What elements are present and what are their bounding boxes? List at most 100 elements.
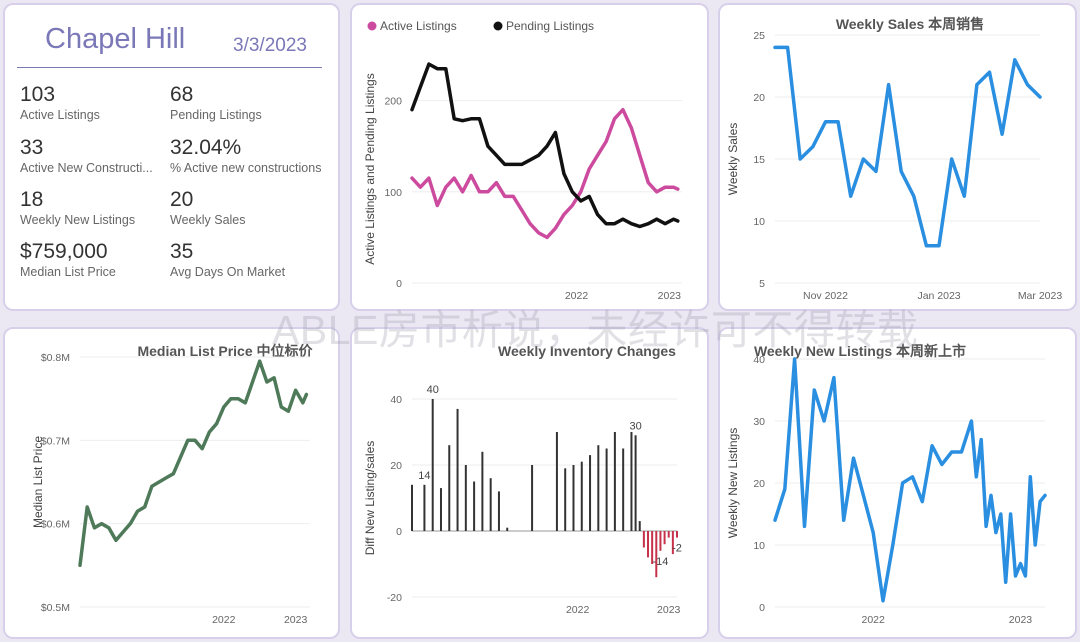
bar xyxy=(663,531,666,545)
bar xyxy=(613,432,616,531)
y-axis-label: Diff New Listing/sales xyxy=(363,441,377,556)
bar xyxy=(580,461,583,531)
bar xyxy=(651,531,654,564)
y-tick-label: 30 xyxy=(753,416,765,428)
bar xyxy=(605,448,608,531)
legend-label: Pending Listings xyxy=(506,19,594,33)
y-tick-label: 40 xyxy=(753,354,765,366)
x-tick-label: 2022 xyxy=(565,290,589,302)
y-tick-label: $0.6M xyxy=(41,519,70,531)
bar xyxy=(597,445,600,531)
bar xyxy=(638,521,641,531)
kpi-card: Chapel Hill 3/3/2023 103 Active Listings… xyxy=(3,3,340,311)
chart-title: Weekly Sales 本周销售 xyxy=(836,16,984,32)
series-line-0 xyxy=(78,359,309,568)
kpi-label: Active Listings xyxy=(20,108,100,122)
x-tick-label: 2023 xyxy=(658,290,682,302)
y-tick-label: 20 xyxy=(390,460,402,472)
x-tick-label: 2023 xyxy=(1009,614,1033,626)
y-axis-label: Weekly New Listings xyxy=(726,428,740,538)
kpi-label: Weekly New Listings xyxy=(20,213,136,227)
bar xyxy=(431,399,434,531)
bar xyxy=(489,478,492,531)
kpi-value: 20 xyxy=(170,188,194,211)
kpi-value: 68 xyxy=(170,83,194,106)
legend-marker xyxy=(367,21,377,31)
title-divider xyxy=(17,67,322,68)
series-line-1 xyxy=(410,62,680,229)
y-axis-label: Median List Price xyxy=(31,436,45,528)
listings-chart: 0 100 200 2022 2023 Active Listings and Pendi… xyxy=(363,19,682,302)
bar xyxy=(473,481,476,531)
kpi-value: 103 xyxy=(20,83,56,106)
bar xyxy=(667,531,670,538)
listings-chart-panel: 0 100 200 2022 2023 Active Listings and Pendi… xyxy=(350,3,709,311)
weekly-sales-panel: Weekly Sales 本周销售 5 10 15 20 25 Nov 2022 Jan 20… xyxy=(718,3,1077,311)
x-tick-label: 2023 xyxy=(657,604,681,616)
legend-marker xyxy=(493,21,503,31)
data-label: -14 xyxy=(652,556,668,568)
kpi-label: Active New Constructi... xyxy=(20,161,153,175)
kpi-label: Weekly Sales xyxy=(170,213,246,227)
report-date: 3/3/2023 xyxy=(233,35,307,56)
bar xyxy=(634,435,637,531)
bar xyxy=(630,432,633,531)
bar xyxy=(676,531,678,538)
kpi-value: 32.04% xyxy=(170,136,242,159)
series-line-0 xyxy=(773,357,1047,603)
data-label: -2 xyxy=(672,543,682,555)
kpi-pending-listings: 68 Pending Listings xyxy=(170,83,318,123)
bar xyxy=(659,531,662,551)
chart-title: Weekly Inventory Changes xyxy=(498,343,676,359)
weekly-new-listings-panel: Weekly New Listings 本周新上市 0 10 20 30 40 2022 20… xyxy=(718,327,1077,639)
kpi-weekly-new-listings: 18 Weekly New Listings xyxy=(20,188,168,228)
x-tick-label: Jan 2023 xyxy=(917,290,960,302)
weekly-sales-chart: Weekly Sales 本周销售 5 10 15 20 25 Nov 2022 Jan 20… xyxy=(726,16,1063,302)
bar xyxy=(423,484,426,531)
y-axis-label: Weekly Sales xyxy=(726,123,740,195)
bar xyxy=(572,465,575,531)
bar xyxy=(555,432,558,531)
legend-label: Active Listings xyxy=(380,19,457,33)
x-tick-label: 2022 xyxy=(862,614,886,626)
y-tick-label: 10 xyxy=(753,216,765,228)
y-tick-label: -20 xyxy=(387,592,402,604)
weekly-new-listings-chart: Weekly New Listings 本周新上市 0 10 20 30 40 2022 20… xyxy=(726,343,1047,626)
kpi-value: $759,000 xyxy=(20,240,108,263)
kpi-value: 18 xyxy=(20,188,44,211)
chart-title: Median List Price 中位标价 xyxy=(137,343,313,359)
y-tick-label: 0 xyxy=(759,602,765,614)
kpi-median-list-price: $759,000 Median List Price xyxy=(20,240,168,280)
data-label: 30 xyxy=(629,420,641,432)
kpi-value: 35 xyxy=(170,240,194,263)
series-line-0 xyxy=(410,107,680,240)
kpi-active-new-construction: 33 Active New Constructi... xyxy=(20,136,168,176)
y-tick-label: $0.7M xyxy=(41,435,70,447)
kpi-pct-new-construction: 32.04% % Active new constructions xyxy=(170,136,335,176)
bar xyxy=(589,455,592,531)
bar xyxy=(464,465,467,531)
kpi-active-listings: 103 Active Listings xyxy=(20,83,168,123)
bar xyxy=(506,527,509,531)
bar xyxy=(622,448,625,531)
x-tick-label: Mar 2023 xyxy=(1018,290,1063,302)
kpi-label: Avg Days On Market xyxy=(170,265,286,279)
y-tick-label: $0.8M xyxy=(41,352,70,364)
y-tick-label: $0.5M xyxy=(41,602,70,614)
bar xyxy=(456,408,459,531)
bar xyxy=(671,531,674,555)
y-axis-label: Active Listings and Pending Listings xyxy=(363,73,377,264)
y-tick-label: 40 xyxy=(390,394,402,406)
y-tick-label: 10 xyxy=(753,540,765,552)
kpi-label: % Active new constructions xyxy=(170,161,322,175)
x-tick-label: Nov 2022 xyxy=(803,290,848,302)
bar xyxy=(655,531,658,578)
kpi-avg-days-on-market: 35 Avg Days On Market xyxy=(170,240,318,280)
bar xyxy=(481,451,484,531)
series-line-0 xyxy=(773,45,1042,248)
kpi-value: 33 xyxy=(20,136,44,159)
bar xyxy=(642,531,645,548)
y-tick-label: 20 xyxy=(753,92,765,104)
y-tick-label: 15 xyxy=(753,154,765,166)
y-tick-label: 5 xyxy=(759,278,765,290)
